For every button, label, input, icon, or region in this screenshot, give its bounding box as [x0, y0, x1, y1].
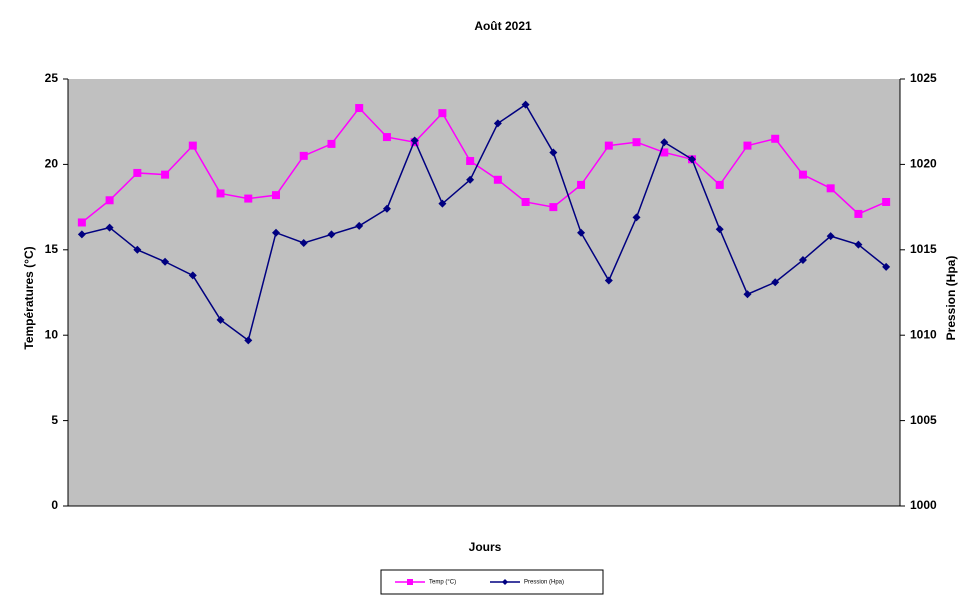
marker	[493, 119, 502, 128]
marker	[272, 191, 280, 200]
marker	[244, 336, 253, 345]
marker	[715, 225, 724, 234]
marker	[577, 180, 586, 189]
y-tick-label: 20	[45, 157, 59, 171]
y-tick-label: 5	[51, 413, 58, 427]
marker	[466, 156, 475, 165]
marker	[272, 228, 280, 237]
marker	[771, 278, 780, 287]
marker	[715, 180, 724, 189]
marker	[355, 221, 364, 230]
marker	[105, 196, 114, 205]
marker	[743, 290, 752, 299]
marker	[604, 276, 613, 285]
y2-tick-label: 1020	[910, 157, 937, 171]
y-tick-label: 0	[51, 498, 58, 512]
marker	[438, 199, 447, 208]
marker	[466, 175, 475, 184]
marker	[743, 141, 752, 150]
marker	[244, 194, 253, 203]
y2-tick-label: 1010	[910, 327, 937, 341]
marker	[133, 168, 142, 177]
marker	[771, 134, 780, 143]
y-axis-label: Températures (°C)	[22, 246, 36, 349]
marker	[188, 271, 197, 280]
marker	[798, 170, 807, 179]
chart-title: Août 2021	[474, 19, 532, 33]
y2-tick-label: 1005	[910, 413, 937, 427]
y2-tick-label: 1015	[910, 242, 937, 256]
marker	[299, 151, 308, 160]
marker	[549, 148, 558, 157]
marker	[77, 218, 86, 227]
marker	[521, 100, 530, 109]
marker	[632, 213, 641, 222]
marker	[77, 230, 86, 239]
y-tick-label: 10	[45, 327, 59, 341]
marker	[438, 109, 447, 118]
marker	[882, 197, 891, 206]
y2-tick-label: 1000	[910, 498, 937, 512]
y-tick-label: 15	[45, 242, 59, 256]
series-line	[81, 103, 887, 342]
marker	[604, 141, 613, 150]
marker	[493, 175, 502, 184]
legend-marker	[502, 579, 508, 585]
marker	[521, 197, 530, 206]
legend-marker	[407, 579, 413, 585]
marker	[216, 315, 225, 324]
marker	[382, 133, 391, 142]
marker	[161, 170, 170, 179]
marker	[216, 189, 225, 198]
marker	[105, 223, 114, 232]
y2-tick-label: 1025	[910, 71, 937, 85]
marker	[854, 240, 863, 249]
y2-axis-label: Pression (Hpa)	[944, 256, 958, 341]
marker	[188, 141, 197, 150]
marker	[382, 204, 391, 213]
marker	[410, 136, 419, 145]
marker	[632, 138, 641, 147]
marker	[854, 209, 863, 218]
marker	[327, 230, 336, 239]
marker	[688, 155, 696, 164]
marker	[660, 138, 669, 147]
x-axis-label: Jours	[469, 540, 502, 554]
marker	[577, 228, 586, 237]
marker	[355, 104, 364, 113]
marker	[327, 139, 336, 148]
marker	[826, 232, 835, 241]
marker	[798, 256, 807, 265]
marker	[549, 203, 558, 212]
y-tick-label: 25	[45, 71, 59, 85]
marker	[882, 262, 891, 271]
legend-label: Pression (Hpa)	[524, 580, 564, 586]
marker	[826, 184, 835, 193]
legend-label: Temp (°C)	[429, 580, 456, 586]
marker	[660, 148, 669, 157]
marker	[133, 245, 142, 254]
series-line	[81, 106, 887, 224]
marker	[299, 238, 308, 247]
marker	[161, 257, 170, 266]
